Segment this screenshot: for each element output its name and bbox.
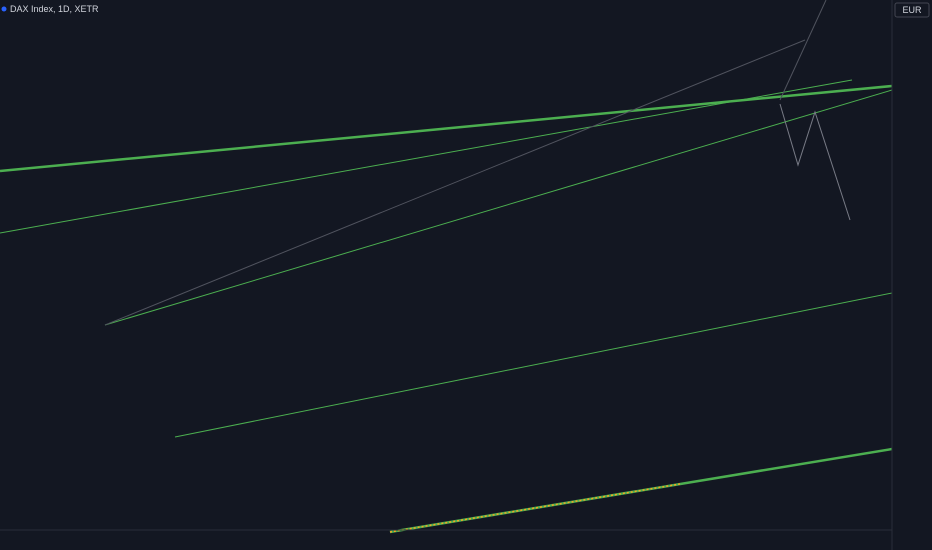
symbol-dot (1, 6, 7, 12)
chart-title: DAX Index, 1D, XETR (10, 4, 99, 14)
drawings (0, 0, 893, 534)
trendline (0, 79, 853, 234)
trendline (779, 0, 827, 101)
trendline (0, 84, 893, 173)
currency: EUR (902, 5, 922, 15)
trendline (104, 89, 893, 326)
wave-path (779, 103, 851, 221)
trendline (104, 39, 806, 326)
price-axis (892, 0, 932, 550)
currency-box (894, 2, 930, 18)
trendline (389, 483, 681, 533)
trendline (174, 292, 893, 438)
